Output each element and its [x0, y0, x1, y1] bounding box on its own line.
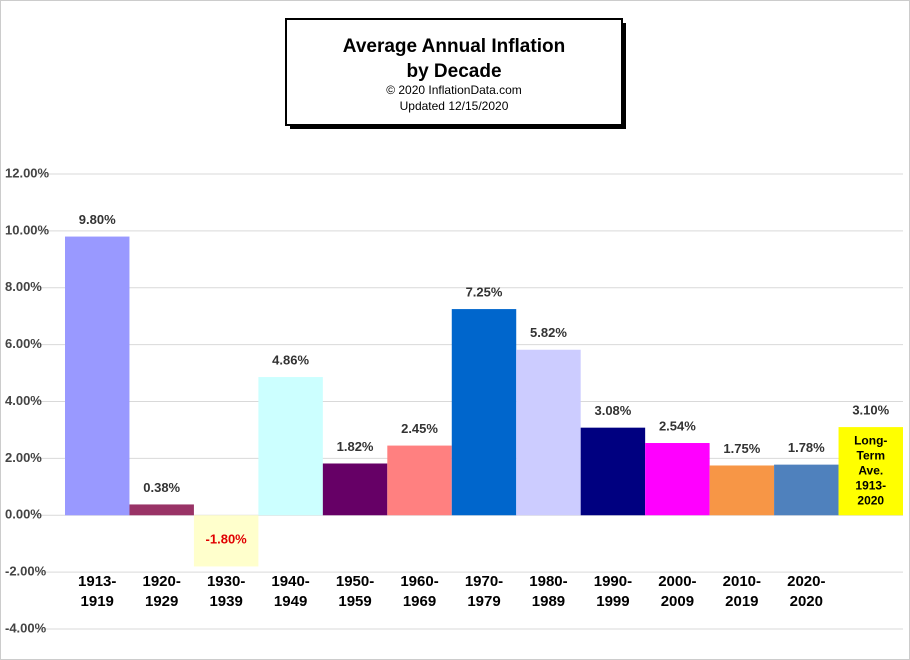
subtitle: Updated 12/15/2020 [400, 99, 509, 113]
value-label: 2.45% [401, 421, 438, 436]
chart-title: by Decade [406, 61, 501, 82]
x-tick-label: 2020 [790, 593, 823, 610]
title-box [285, 18, 623, 126]
bar [645, 443, 710, 516]
y-tick-label: 10.00% [5, 222, 50, 237]
x-tick-label: 2010- [723, 573, 761, 590]
value-label: 3.10% [852, 403, 889, 418]
x-tick-label: 1960- [400, 573, 438, 590]
y-tick-label: 8.00% [5, 279, 42, 294]
bar [451, 309, 517, 516]
x-tick-label: 2019 [725, 593, 758, 610]
x-tick-label: 1920- [143, 573, 181, 590]
value-label: 7.25% [466, 285, 503, 300]
value-label: 5.82% [530, 325, 567, 340]
value-label: -1.80% [206, 532, 248, 547]
x-tick-label: 1913- [78, 573, 116, 590]
value-label: 4.86% [272, 352, 309, 367]
x-tick-label: 2020- [787, 573, 825, 590]
bars [65, 236, 903, 567]
x-tick-label: 1970- [465, 573, 503, 590]
bar [193, 515, 259, 567]
category-label: 1913- [855, 478, 886, 492]
x-tick-label: 1940- [271, 573, 309, 590]
category-label: Term [857, 448, 885, 462]
x-tick-label: 1959 [338, 593, 371, 610]
y-tick-label: -4.00% [5, 620, 47, 635]
y-tick-label: 4.00% [5, 393, 42, 408]
y-tick-label: 0.00% [5, 507, 42, 522]
bar [774, 464, 839, 516]
x-tick-label: 2009 [661, 593, 694, 610]
x-tick-label: 1989 [532, 593, 565, 610]
category-label: 2020 [857, 493, 884, 507]
value-label: 1.75% [723, 441, 760, 456]
y-tick-label: -2.00% [5, 564, 47, 579]
category-label: Ave. [858, 463, 883, 477]
bar [129, 504, 194, 516]
x-tick-label: 1930- [207, 573, 245, 590]
value-label: 1.82% [337, 439, 374, 454]
value-label: 3.08% [594, 403, 631, 418]
x-tick-label: 1949 [274, 593, 307, 610]
subtitle: © 2020 InflationData.com [386, 83, 522, 97]
x-tick-label: 1939 [209, 593, 242, 610]
x-tick-label: 1980- [529, 573, 567, 590]
bar [65, 236, 130, 516]
bar [387, 445, 452, 516]
x-tick-label: 1969 [403, 593, 436, 610]
bar [580, 427, 646, 516]
bar [258, 377, 323, 516]
x-tick-label: 2000- [658, 573, 696, 590]
bar [516, 349, 581, 516]
y-tick-label: 6.00% [5, 336, 42, 351]
value-label: 9.80% [79, 212, 116, 227]
x-tick-label: 1919 [81, 593, 114, 610]
bar [709, 465, 775, 516]
value-label: 1.78% [788, 440, 825, 455]
value-label: 0.38% [143, 480, 180, 495]
y-tick-label: 2.00% [5, 450, 42, 465]
bar [838, 427, 903, 516]
x-tick-label: 1979 [467, 593, 500, 610]
bar [322, 463, 388, 516]
y-tick-label: 12.00% [5, 165, 50, 180]
x-tick-label: 1999 [596, 593, 629, 610]
x-tick-label: 1950- [336, 573, 374, 590]
category-label: Long- [854, 433, 887, 447]
value-label: 2.54% [659, 418, 696, 433]
x-tick-label: 1990- [594, 573, 632, 590]
x-tick-label: 1929 [145, 593, 178, 610]
chart-title: Average Annual Inflation [343, 36, 565, 57]
